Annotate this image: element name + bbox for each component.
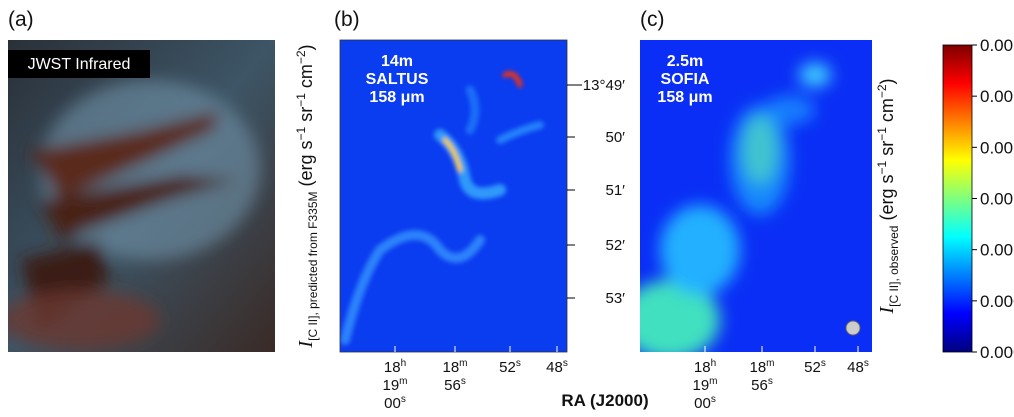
ra-value: 19 [692,377,709,394]
ra-unit: m [709,376,717,387]
ra-unit: m [766,358,774,369]
y-axis-label: I[C II], observed (erg s−1 sr−1 cm−2) [875,78,901,314]
ra-tick-label: 18h [384,358,406,376]
colorbar-tick-label: 0.0005 [980,292,1014,311]
ra-tick-label: 18h [694,358,716,376]
panel-label: (a) [8,8,34,31]
label-part: −1 [875,127,889,141]
label-part: [C II], predicted from F335M [306,192,320,341]
label-part: I [295,340,317,349]
caption: SALTUS [366,71,429,88]
ra-unit: m [459,358,467,369]
ra-tick-label: 18m [442,358,467,376]
ra-value: 48 [546,359,563,376]
dec-tick-label: 50′ [606,129,626,146]
ra-value: 52 [804,359,821,376]
label-part: −2 [875,84,889,98]
caption: 158 μm [657,89,712,106]
label-part: −2 [294,50,308,64]
ra-tick-label: 18m [749,358,774,376]
dec-tick-label: 51′ [606,182,626,199]
ra-unit: h [401,358,407,369]
ra-value: 56 [751,377,768,394]
colorbar-tick-label: 0.0015 [980,190,1014,209]
ra-tick-label: 00s [694,394,716,412]
caption: SOFIA [661,71,710,88]
label-part: sr [877,141,897,161]
ra-tick-label: 52s [804,358,826,376]
caption: 158 μm [369,89,424,106]
ra-unit: s [864,358,869,369]
label-part: −1 [294,126,308,140]
caption: 2.5m [667,53,703,70]
colorbar-tick-label: 0.0000 [980,343,1014,362]
label-part: −1 [294,93,308,107]
colorbar-tick-label: 0.0020 [980,138,1014,157]
ra-unit: s [461,376,466,387]
label-part: ) [877,78,897,84]
ra-value: 19 [382,377,399,394]
sofia-image [640,40,872,352]
dec-tick-label: 53′ [606,290,626,307]
ra-value: 52 [499,359,516,376]
y-axis-label: I[C II], predicted from F335M (erg s−1 s… [294,44,320,348]
ra-unit: m [399,376,407,387]
label-part: −1 [875,160,889,174]
saltus-image [340,40,567,352]
ra-value: 00 [694,395,711,412]
ra-value: 18 [442,359,459,376]
ra-tick-label: 00s [384,394,406,412]
colorbar-tick-label: 0.0030 [980,36,1014,55]
ra-unit: s [516,358,521,369]
label-part: (erg s [877,175,897,226]
ra-unit: s [821,358,826,369]
ra-tick-label: 19m [692,376,717,394]
label-part: cm [877,98,897,127]
badge-bg [8,50,150,78]
badge: JWST Infrared [28,56,131,73]
ra-value: 48 [847,359,864,376]
ra-value: 00 [384,395,401,412]
dec-tick-label: −13°49′ [574,77,625,94]
panel-label: (b) [334,8,360,31]
label-part: ) [296,44,316,50]
ra-unit: s [768,376,773,387]
colorbar [942,44,973,353]
ra-tick-label: 19m [382,376,407,394]
label-part: (erg s [296,140,316,191]
ra-tick-label: 48s [546,358,568,376]
dec-tick-label: 52′ [606,237,626,254]
ra-tick-label: 48s [847,358,869,376]
x-axis-label: RA (J2000) [561,391,648,410]
ra-tick-label: 56s [751,376,773,394]
ra-tick-label: 52s [499,358,521,376]
label-part: cm [296,64,316,93]
frame [339,39,568,353]
ra-unit: s [711,394,716,405]
jwst-image [8,40,275,352]
ra-value: 18 [384,359,401,376]
ra-unit: h [711,358,717,369]
ra-value: 18 [749,359,766,376]
ra-tick-label: 56s [444,376,466,394]
panel-label: (c) [640,8,665,31]
colorbar-tick-label: 0.0010 [980,241,1014,260]
ra-unit: s [401,394,406,405]
label-part: [C II], observed [887,226,901,307]
colorbar-tick-label: 0.0025 [980,87,1014,106]
label-part: I [876,306,898,315]
ra-value: 18 [694,359,711,376]
ra-unit: s [563,358,568,369]
caption: 14m [381,53,413,70]
label-part: sr [296,107,316,127]
ra-value: 56 [444,377,461,394]
